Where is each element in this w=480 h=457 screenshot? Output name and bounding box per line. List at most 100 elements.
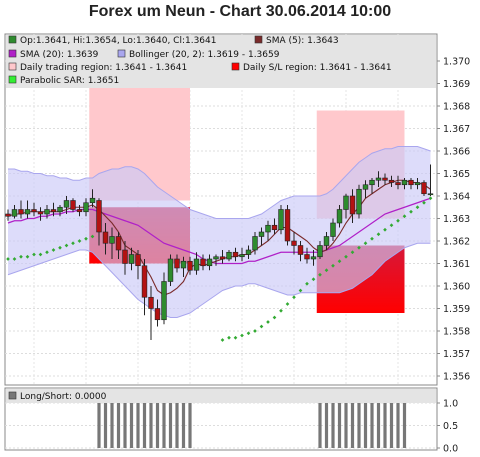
long-short-bar: [396, 403, 400, 448]
candle: [265, 220, 271, 241]
long-short-bar: [370, 403, 374, 448]
candle: [330, 218, 336, 241]
candle-body: [11, 209, 18, 217]
candle-body: [388, 179, 395, 183]
candle-body: [83, 202, 89, 213]
candle: [278, 205, 284, 235]
candle: [388, 175, 395, 187]
candle: [37, 207, 44, 221]
bollinger-lower-line: [7, 242, 431, 318]
candle: [304, 247, 310, 264]
sar-point: [32, 252, 36, 257]
long-short-bar: [155, 403, 160, 448]
candle: [193, 252, 200, 275]
candle-body: [291, 240, 297, 246]
y-tick-label: 1.357: [443, 349, 470, 360]
candle: [96, 198, 102, 246]
candle-body: [336, 209, 343, 224]
candle: [284, 205, 291, 246]
long-short-bar: [168, 403, 173, 448]
sar-point: [337, 259, 342, 264]
long-short-bar: [188, 403, 192, 448]
candle-body: [310, 256, 317, 260]
candle: [369, 178, 375, 194]
candle: [206, 254, 213, 271]
candle: [219, 250, 226, 264]
candle-body: [232, 251, 239, 258]
candle-body: [278, 209, 284, 231]
candle-body: [375, 177, 382, 181]
candle: [83, 198, 89, 217]
long-short-bar: [331, 403, 335, 448]
legend-square-icon: [8, 75, 17, 84]
candle: [401, 178, 408, 190]
candle: [427, 164, 434, 196]
sar-point: [45, 250, 49, 255]
candle: [421, 180, 427, 196]
candle: [317, 241, 323, 259]
sar-point: [383, 227, 387, 232]
candle: [50, 202, 57, 217]
candle: [187, 256, 193, 275]
sar-point: [38, 252, 43, 257]
sar-point: [305, 281, 309, 286]
candle-body: [271, 224, 278, 231]
candle-body: [297, 245, 304, 255]
legend-square-icon: [8, 62, 17, 71]
long-short-bar: [337, 403, 342, 448]
long-short-bar: [110, 403, 114, 448]
sar-point: [370, 236, 374, 241]
candle-body: [343, 195, 349, 210]
candle-body: [200, 258, 206, 267]
candle-body: [252, 236, 258, 251]
candle-body: [401, 179, 408, 186]
sar-point: [220, 338, 225, 342]
candle-body: [239, 254, 245, 258]
long-short-bar: [350, 403, 355, 448]
sar-point: [84, 236, 88, 241]
sar-point: [409, 209, 413, 214]
candle-body: [70, 200, 76, 210]
candle-body: [24, 209, 31, 215]
candle: [245, 245, 252, 259]
candle: [24, 200, 31, 219]
chart-title: Forex um Neun - Chart 30.06.2014 10:00: [88, 3, 392, 20]
candle: [11, 205, 18, 219]
sar-point: [64, 243, 69, 248]
long-short-bar: [129, 403, 134, 448]
candle: [167, 254, 174, 286]
y-tick-label: 1.365: [443, 169, 470, 180]
candle-body: [349, 195, 356, 215]
candle-body: [161, 281, 167, 321]
candle: [323, 232, 330, 250]
sar-point: [389, 223, 394, 228]
y-tick-label: 1.370: [443, 57, 470, 68]
sar-point: [279, 308, 283, 313]
sar-point: [357, 245, 361, 250]
legend-label: Long/Short: 0.0000: [20, 392, 107, 402]
candle: [271, 218, 278, 235]
long-short-bar: [116, 403, 121, 448]
long-short-bar: [123, 403, 127, 448]
candle-body: [408, 179, 414, 186]
candle-body: [89, 197, 96, 204]
long-short-bar: [383, 403, 387, 448]
candle: [174, 254, 180, 273]
candle-body: [284, 209, 291, 242]
candle: [70, 198, 76, 212]
y-tick-label: 1.358: [443, 327, 470, 338]
sar-point: [396, 218, 400, 223]
candle-body: [395, 182, 401, 186]
candle: [226, 250, 232, 262]
sar-point: [58, 245, 62, 250]
candle: [18, 200, 24, 219]
candle: [382, 173, 388, 185]
y-tick-label: 1.367: [443, 124, 470, 135]
sar-point: [77, 239, 82, 243]
long-short-bar: [149, 403, 153, 448]
candle-body: [245, 249, 252, 255]
candle-body: [154, 308, 161, 321]
candle: [362, 180, 369, 199]
y-tick-label: 1.0: [443, 399, 458, 410]
candle-body: [57, 206, 63, 213]
